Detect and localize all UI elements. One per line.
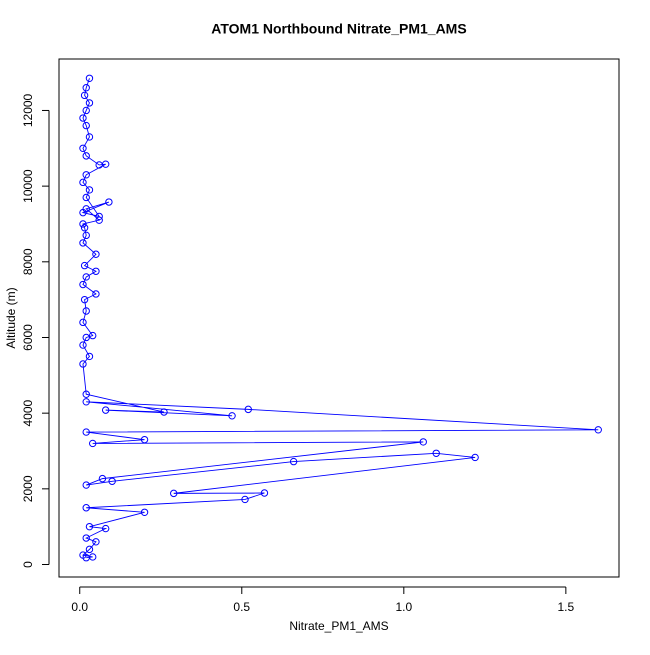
point xyxy=(79,144,87,152)
point xyxy=(108,477,116,485)
point xyxy=(85,74,94,82)
point xyxy=(79,280,87,289)
point xyxy=(79,318,87,327)
point xyxy=(85,186,94,194)
point xyxy=(82,481,90,489)
point xyxy=(80,91,89,100)
point xyxy=(92,538,100,546)
point xyxy=(82,307,90,315)
point xyxy=(160,408,168,416)
point xyxy=(244,405,252,414)
y-axis-label: Altitude (m) xyxy=(4,287,18,348)
point xyxy=(82,333,90,342)
point xyxy=(89,331,97,340)
point xyxy=(82,121,90,130)
point xyxy=(80,224,89,232)
point xyxy=(140,508,149,516)
point xyxy=(89,439,97,448)
point xyxy=(82,390,90,398)
point xyxy=(82,231,90,240)
point xyxy=(241,495,249,504)
point xyxy=(82,398,90,406)
point xyxy=(79,178,87,187)
y-tick-label: 4000 xyxy=(21,399,35,426)
point xyxy=(82,193,90,202)
point xyxy=(95,161,103,169)
y-tick-label: 2000 xyxy=(21,475,35,502)
x-axis-label: Nitrate_PM1_AMS xyxy=(289,619,388,633)
point xyxy=(85,133,94,141)
point xyxy=(82,171,90,179)
point xyxy=(82,152,90,160)
point xyxy=(82,84,90,92)
point xyxy=(92,250,100,258)
point xyxy=(228,412,236,420)
x-tick-label: 1.5 xyxy=(558,600,575,614)
point xyxy=(80,295,89,304)
y-tick-label: 6000 xyxy=(21,324,35,351)
point xyxy=(101,406,110,414)
point xyxy=(85,545,94,554)
point xyxy=(432,449,440,457)
point xyxy=(79,239,87,247)
point xyxy=(79,551,87,559)
point xyxy=(82,106,90,115)
x-tick-label: 0.0 xyxy=(71,600,88,614)
point xyxy=(289,457,298,466)
point xyxy=(260,489,269,497)
point xyxy=(95,212,103,221)
point xyxy=(105,198,113,206)
y-tick-label: 8000 xyxy=(21,248,35,275)
point xyxy=(79,220,87,228)
x-tick-label: 1.0 xyxy=(395,600,412,614)
point xyxy=(79,208,87,217)
point xyxy=(98,474,107,483)
point xyxy=(85,352,94,361)
y-tick-label: 0 xyxy=(21,561,35,568)
x-tick-label: 0.5 xyxy=(233,600,250,614)
point xyxy=(82,534,90,542)
point xyxy=(82,273,90,281)
chart-title: ATOM1 Northbound Nitrate_PM1_AMS xyxy=(211,21,466,37)
point xyxy=(82,428,90,436)
point xyxy=(85,99,94,107)
point xyxy=(140,435,149,444)
point xyxy=(85,522,94,531)
plot-frame xyxy=(58,58,620,578)
y-tick-label: 10000 xyxy=(21,169,35,203)
point xyxy=(170,489,178,498)
point xyxy=(82,504,90,512)
point xyxy=(79,360,87,368)
point xyxy=(79,114,87,122)
point xyxy=(92,267,100,275)
y-tick-label: 12000 xyxy=(21,93,35,127)
point xyxy=(89,553,97,561)
point xyxy=(594,426,602,434)
point xyxy=(92,290,100,298)
point xyxy=(419,438,427,446)
point xyxy=(471,453,479,462)
point xyxy=(79,341,87,349)
point xyxy=(101,524,110,533)
point xyxy=(95,216,103,224)
point xyxy=(80,261,89,270)
